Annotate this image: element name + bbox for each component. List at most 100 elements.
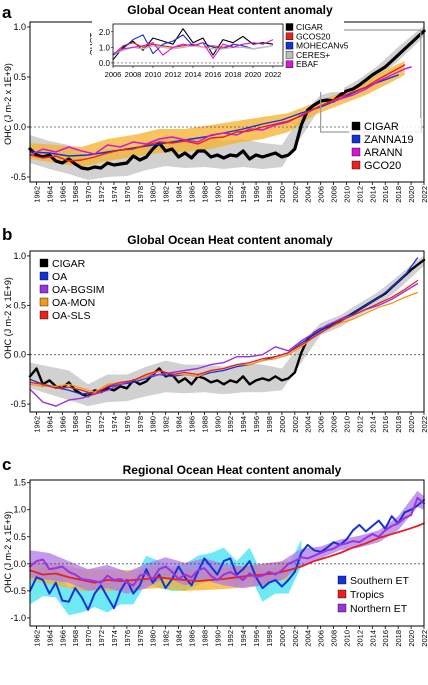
p0-xtick-label-30: 2022 [420, 186, 428, 203]
p2-xtick-label-19: 2000 [278, 630, 287, 647]
panel-c-title: Regional Ocean Heat content anomaly [123, 463, 342, 477]
inset-legend-swatch-4 [285, 60, 294, 68]
p2-xtick-label-21: 2004 [304, 630, 313, 647]
p1-xtick-label-16: 1994 [239, 416, 248, 433]
p2-xtick-label-0: 1962 [32, 630, 41, 647]
p2-xtick-label-16: 1994 [239, 630, 248, 647]
p2-xtick-label-10: 1982 [162, 630, 171, 647]
p0-xtick-label-20: 2002 [291, 186, 300, 203]
p0-band-1 [30, 61, 405, 167]
p1-legend-swatch-4 [39, 310, 49, 320]
p0-xtick-label-14: 1990 [213, 186, 222, 203]
inset-legend-swatch-0 [285, 23, 294, 31]
panel-b: b Global Ocean Heat content anomaly OHC … [2, 225, 428, 433]
p1-xtick-label-7: 1976 [123, 416, 132, 433]
p1-legend-label-3: OA-MON [52, 297, 95, 309]
inset-xtick-label-7: 2020 [245, 70, 262, 79]
p1-xtick-label-30: 2022 [420, 416, 428, 433]
p1-xtick-label-18: 1998 [265, 416, 274, 433]
p2-xtick-label-27: 2016 [381, 630, 390, 647]
p1-plot-frame [29, 250, 425, 413]
p1-xtick-label-15: 1992 [226, 416, 235, 433]
p1-xtick-label-1: 1964 [45, 416, 54, 433]
p2-xtick-label-20: 2002 [291, 630, 300, 647]
inset-plot-frame [112, 23, 284, 67]
inset-ytick-label-0: 0.0 [99, 59, 111, 68]
p2-xtick-label-28: 2018 [394, 630, 403, 647]
p0-xtick-label-1: 1964 [45, 186, 54, 203]
panel-b-ylabel: OHC (J m-2 x 1E+9) [3, 277, 13, 359]
inset-legend-swatch-1 [285, 32, 294, 40]
inset-legend-label-0: CIGAR [296, 22, 323, 32]
p2-ytick-label-2: 0.0 [13, 559, 26, 569]
p1-xtick-label-25: 2012 [355, 416, 364, 433]
p0-legend-swatch-2 [351, 147, 361, 157]
p2-legend-swatch-0 [337, 575, 347, 585]
p2-plot-frame [29, 479, 425, 627]
p0-xtick-label-2: 1966 [58, 186, 67, 203]
p2-xtick-label-4: 1970 [84, 630, 93, 647]
panel-c-legend: Southern ET Tropics Northern ET [335, 572, 419, 618]
p2-ytick-label-5: 1.5 [13, 478, 26, 488]
p0-xtick-label-28: 2018 [394, 186, 403, 203]
p0-xtick-label-0: 1962 [32, 186, 41, 203]
p1-xtick-label-26: 2014 [368, 416, 377, 433]
p2-xtick-label-7: 1976 [123, 630, 132, 647]
p1-legend-label-4: OA-SLS [52, 310, 91, 322]
p1-xtick-label-10: 1982 [162, 416, 171, 433]
panel-b-title: Global Ocean Heat content anomaly [127, 233, 333, 247]
p0-xtick-label-7: 1976 [123, 186, 132, 203]
p0-legend-label-0: CIGAR [364, 121, 399, 133]
p1-legend-swatch-1 [39, 271, 49, 281]
p2-xtick-label-29: 2020 [407, 630, 416, 647]
p0-xtick-label-5: 1972 [97, 186, 106, 203]
p0-xtick-label-23: 2008 [330, 186, 339, 203]
inset-series-2-line [112, 34, 264, 56]
p2-xtick-label-1: 1964 [45, 630, 54, 647]
p1-legend-label-1: OA [52, 271, 67, 283]
inset-series-4-line [112, 39, 274, 59]
p2-legend-bg [335, 572, 419, 618]
inset-xtick-label-5: 2016 [205, 70, 222, 79]
p1-xtick-label-28: 2018 [394, 416, 403, 433]
p1-xtick-label-13: 1988 [200, 416, 209, 433]
inset-legend-label-1: GCOS20 [296, 31, 331, 41]
p0-xtick-label-25: 2012 [355, 186, 364, 203]
panel-c: c Regional Ocean Heat content anomaly OH… [2, 455, 428, 647]
inset-xtick-label-2: 2010 [145, 70, 162, 79]
p1-legend-label-0: CIGAR [52, 258, 86, 270]
panel-a-letter: a [2, 3, 12, 22]
p1-xtick-label-27: 2016 [381, 416, 390, 433]
panel-c-ylabel: OHC (J m-2 x 1E+9) [3, 511, 13, 593]
p0-ytick-label-1: 0.0 [13, 122, 26, 132]
p1-series-4-line [29, 279, 419, 395]
p1-xtick-label-0: 1962 [32, 416, 41, 433]
p0-xtick-label-26: 2014 [368, 186, 377, 203]
p0-xtick-label-24: 2010 [342, 186, 351, 203]
p1-ytick-label-2: 0.5 [13, 300, 26, 310]
p1-ytick-label-1: 0.0 [13, 350, 26, 360]
p0-xtick-label-19: 2000 [278, 186, 287, 203]
p1-legend-swatch-0 [39, 258, 49, 268]
panel-a-inset: OHCT (W m-2) 0.01.02.0200620082010201220… [89, 20, 349, 92]
p1-xtick-label-9: 1980 [149, 416, 158, 433]
p2-xtick-label-15: 1992 [226, 630, 235, 647]
panel-c-plot: -1.0 -0.5 0.0 0.5 1.0 1.5 1962 1964 1966 1968 1970… [10, 478, 428, 647]
p1-xtick-label-29: 2020 [407, 416, 416, 433]
p2-xtick-label-14: 1990 [213, 630, 222, 647]
inset-ytick-label-2: 2.0 [99, 28, 111, 37]
p0-xtick-label-6: 1974 [110, 186, 119, 203]
p1-xtick-label-2: 1966 [58, 416, 67, 433]
p0-xtick-label-12: 1986 [187, 186, 196, 203]
p0-series-2-line [29, 66, 412, 156]
p2-xtick-label-8: 1978 [136, 630, 145, 647]
inset-series-0-line [112, 28, 274, 61]
p1-xtick-label-22: 2006 [317, 416, 326, 433]
p1-xtick-label-12: 1986 [187, 416, 196, 433]
p1-xtick-label-3: 1968 [71, 416, 80, 433]
p1-legend-swatch-2 [39, 284, 49, 294]
p2-xtick-label-18: 1998 [265, 630, 274, 647]
panel-b-plot: -0.5 0.0 0.5 1.0 1962 1964 1966 1968 1970 1972 197… [10, 250, 428, 433]
